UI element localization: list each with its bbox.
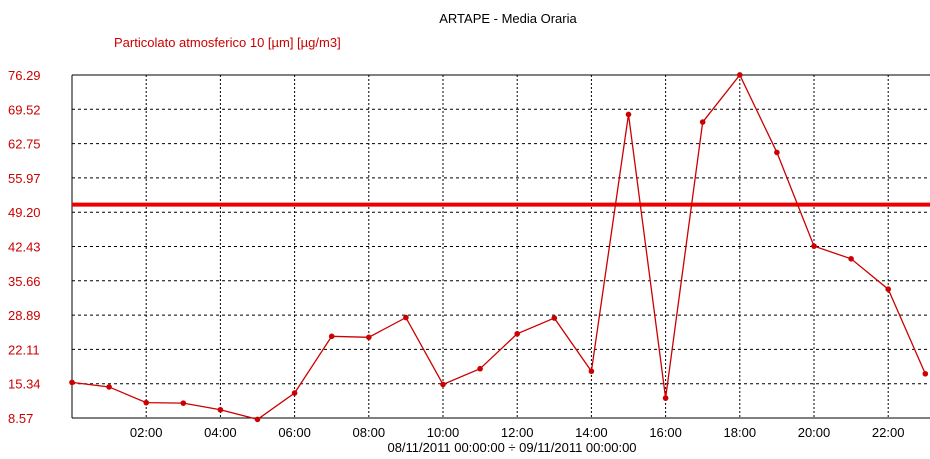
plot-frame: [71, 74, 930, 419]
y-tick-label: 49.20: [8, 205, 41, 220]
data-point: [625, 111, 632, 118]
chart-title: ARTAPE - Media Oraria: [439, 11, 577, 26]
y-tick-label: 62.75: [8, 137, 41, 152]
data-point: [440, 381, 446, 388]
gridlines: [72, 75, 930, 418]
x-axis-ticks: 02:00 04:00 06:00 08:00 10:00 12:00 14:00 16:00…: [130, 425, 905, 440]
y-tick-label: 55.97: [8, 171, 41, 186]
data-point: [69, 379, 75, 386]
y-tick-label: 28.89: [8, 308, 41, 323]
y-tick-label: 35.66: [8, 274, 41, 289]
y-tick-label: 42.43: [8, 240, 41, 255]
x-tick-label: 10:00: [427, 425, 460, 440]
x-tick-label: 04:00: [204, 425, 237, 440]
series-layer: [69, 72, 929, 423]
x-tick-label: 02:00: [130, 425, 163, 440]
data-point: [291, 390, 298, 396]
x-tick-label: 08:00: [353, 425, 386, 440]
x-tick-label: 18:00: [724, 425, 757, 440]
y-tick-label: 8.57: [8, 411, 33, 426]
x-tick-label: 06:00: [278, 425, 311, 440]
y-tick-label: 22.11: [8, 342, 40, 357]
y-tick-label: 15.34: [8, 377, 41, 392]
data-point: [143, 399, 149, 406]
x-tick-label: 14:00: [575, 425, 608, 440]
x-tick-label: 20:00: [798, 425, 831, 440]
data-point: [922, 370, 929, 377]
data-point: [662, 395, 669, 401]
x-tick-label: 22:00: [872, 425, 905, 440]
data-point: [551, 315, 558, 321]
x-tick-label: 12:00: [501, 425, 534, 440]
series-line: [71, 73, 926, 421]
data-point: [180, 400, 187, 406]
y-axis-ticks: 76.29 69.52 62.75 55.97 49.20 42.43 35.66 28.89…: [8, 68, 41, 426]
data-point: [811, 243, 817, 249]
data-point: [514, 330, 520, 337]
series-label: Particolato atmosferico 10 [µm] [µg/m3]: [114, 35, 341, 50]
data-point: [106, 384, 112, 390]
y-tick-label: 76.29: [8, 68, 41, 83]
data-point: [848, 256, 854, 262]
data-point: [477, 365, 483, 372]
data-point: [366, 334, 372, 341]
data-point: [699, 119, 706, 125]
data-point: [737, 72, 743, 78]
data-point: [588, 368, 595, 375]
data-point: [774, 149, 780, 156]
data-point: [885, 286, 891, 292]
data-point: [217, 406, 224, 413]
data-point: [403, 314, 409, 321]
data-point: [328, 333, 335, 340]
x-axis-label: 08/11/2011 00:00:00 ÷ 09/11/2011 00:00:0…: [387, 440, 636, 455]
y-tick-label: 69.52: [8, 102, 41, 117]
data-point: [254, 416, 261, 423]
x-tick-label: 16:00: [649, 425, 682, 440]
